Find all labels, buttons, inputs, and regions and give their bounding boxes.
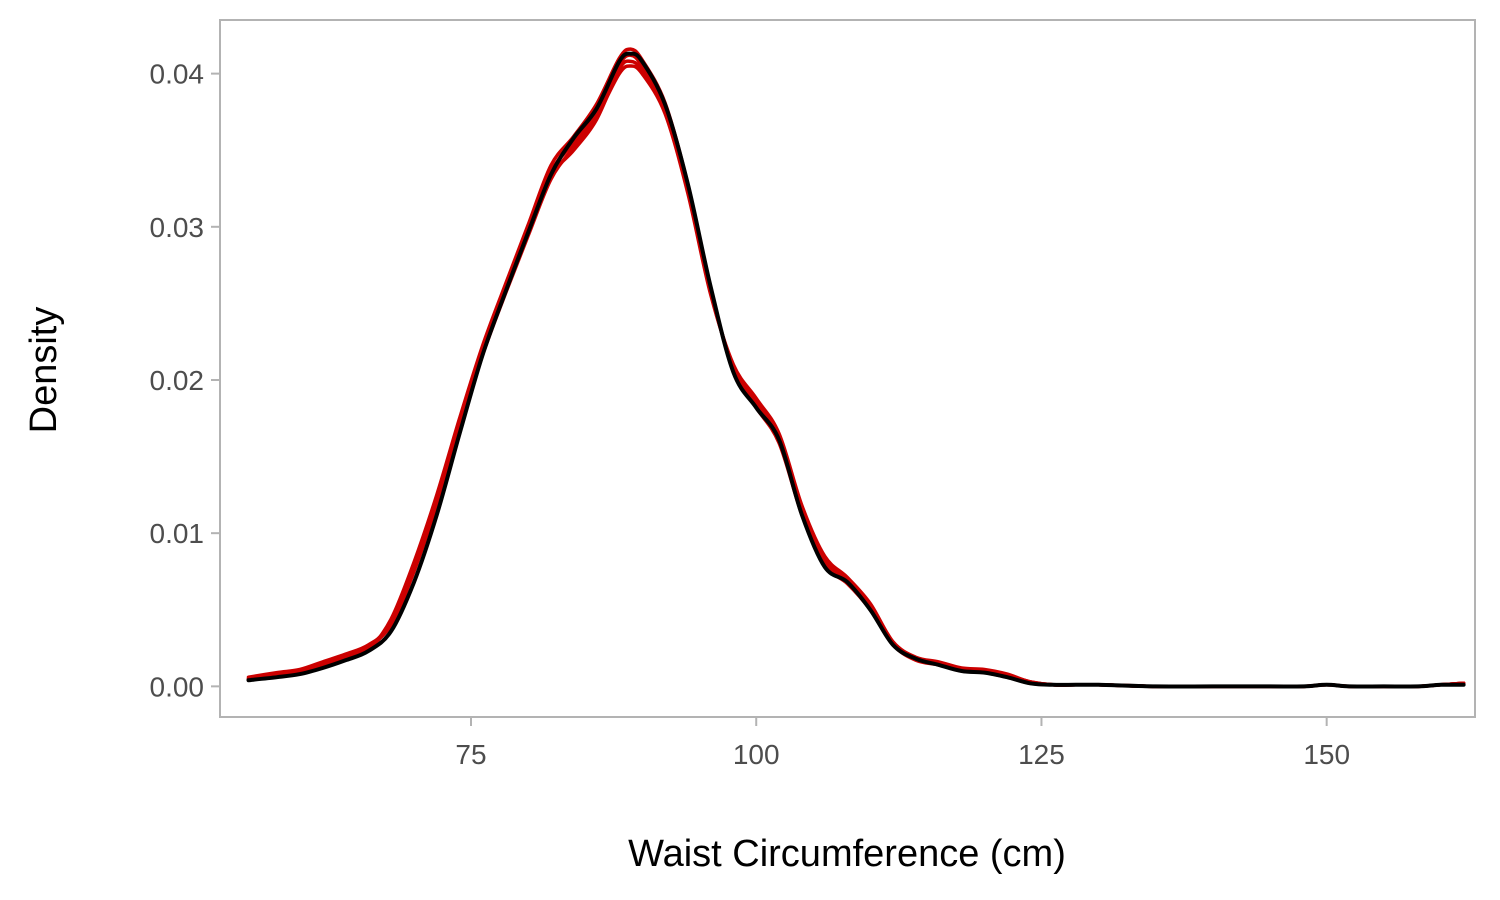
density-curve-5 [246,51,1466,689]
x-tick-label: 100 [733,739,780,770]
x-tick-label: 125 [1018,739,1065,770]
x-axis-title: Waist Circumference (cm) [628,833,1066,875]
y-tick-label: 0.03 [150,212,205,243]
y-tick-label: 0.01 [150,518,205,549]
y-tick-label: 0.00 [150,671,205,702]
x-tick-label: 75 [455,739,486,770]
y-tick-label: 0.02 [150,365,205,396]
plot-panel [219,19,1476,718]
density-curves [246,47,1466,689]
x-tick-label: 150 [1303,739,1350,770]
x-axis: 75 100 125 150 [455,717,1350,770]
y-tick-label: 0.04 [150,59,205,90]
y-axis: 0.00 0.01 0.02 0.03 0.04 [150,59,220,702]
y-axis-title: Density [23,307,65,434]
